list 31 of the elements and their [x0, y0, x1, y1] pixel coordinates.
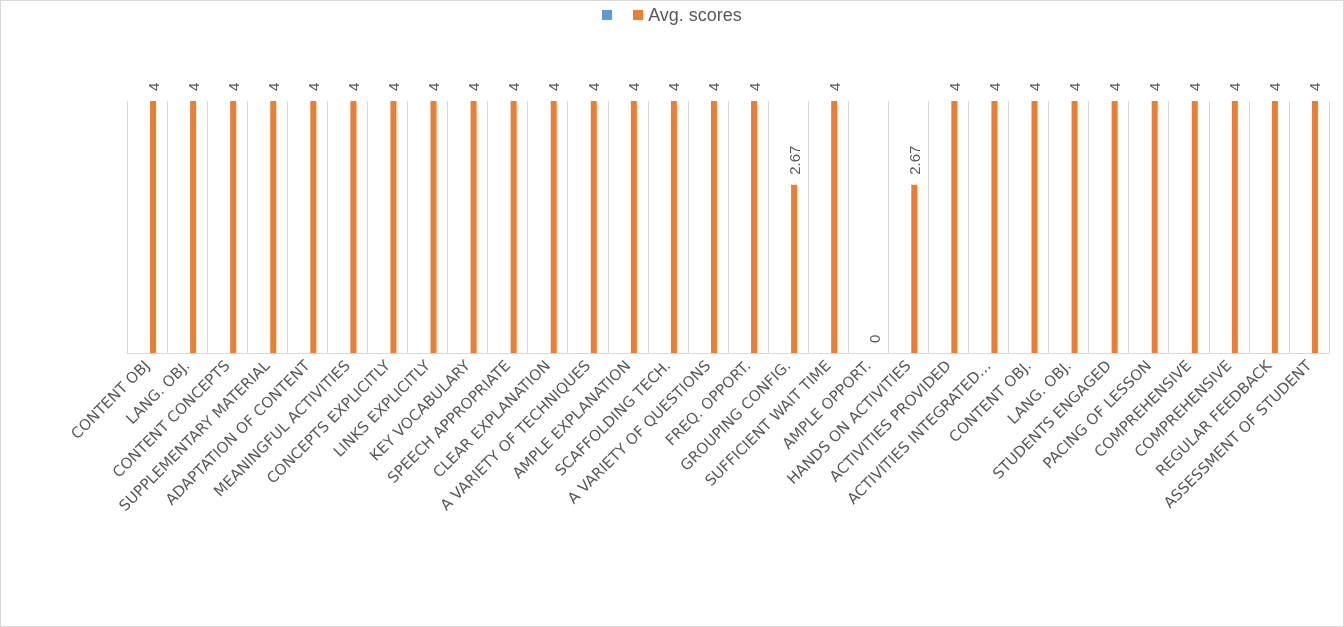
data-label: 4	[1226, 82, 1244, 91]
data-label: 4	[384, 82, 402, 91]
data-label: 4	[745, 82, 763, 91]
data-label: 4	[304, 82, 322, 91]
data-label: 4	[585, 82, 603, 91]
legend-label: Avg. scores	[648, 4, 742, 26]
data-label: 4	[1306, 82, 1324, 91]
data-label: 4	[985, 82, 1003, 91]
data-label: 4	[945, 82, 963, 91]
data-label: 4	[465, 82, 483, 91]
data-label: 4	[1266, 82, 1284, 91]
data-label: 4	[1066, 82, 1084, 91]
data-label: 4	[344, 82, 362, 91]
data-label: 4	[625, 82, 643, 91]
data-label: 4	[1146, 82, 1164, 91]
data-label: 4	[545, 82, 563, 91]
data-label: 4	[264, 82, 282, 91]
data-label: 4	[1106, 82, 1124, 91]
data-label: 4	[1026, 82, 1043, 91]
data-label: 4	[1186, 82, 1204, 91]
data-label: 4	[825, 82, 843, 91]
data-label: 4	[184, 82, 202, 91]
data-label: 2.67	[905, 145, 923, 175]
data-label: 4	[705, 82, 723, 91]
data-label: 4	[224, 82, 242, 91]
data-label: 4	[665, 82, 683, 91]
data-label: 2.67	[785, 145, 803, 175]
data-label: 4	[144, 82, 162, 91]
data-label: 4	[505, 82, 523, 91]
data-label: 4	[425, 82, 442, 91]
data-label: 0	[865, 334, 883, 343]
